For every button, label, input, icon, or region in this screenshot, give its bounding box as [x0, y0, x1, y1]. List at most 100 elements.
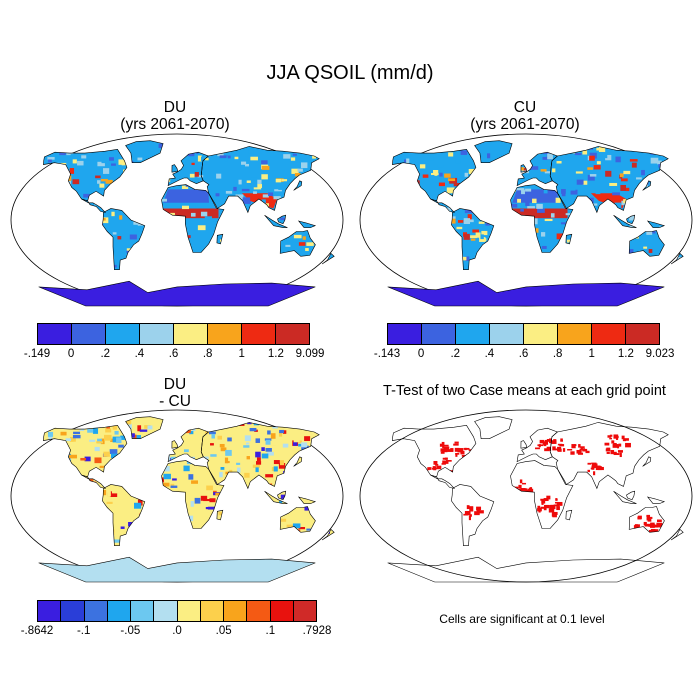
coastline-as [549, 422, 669, 490]
coastline-sa [451, 484, 495, 546]
coastline-bor [626, 214, 636, 225]
colorbar-swatch [208, 324, 242, 344]
colorbar-swatch [626, 324, 659, 344]
colorbar-tick-label: -.1 [76, 625, 91, 637]
coastline-ant [38, 280, 316, 307]
map-ttest [359, 409, 693, 583]
colorbar-swatch [154, 601, 178, 621]
colorbar-tick-label: -.149 [23, 348, 51, 360]
coastline-jp [642, 180, 652, 191]
colorbar-tick-label: 9.099 [295, 348, 325, 360]
coastline-sa [102, 208, 146, 270]
coastline-nz [670, 252, 684, 265]
colorbar-swatch [224, 601, 248, 621]
colorbar-tick-label: .2 [450, 348, 461, 360]
coastline-uk [171, 440, 179, 449]
colorbar-swatch [200, 601, 224, 621]
colorbar-swatch [247, 601, 271, 621]
colorbar-tick-label: 1 [588, 348, 595, 360]
coastline-ng [297, 496, 317, 504]
main-title: JJA QSOIL (mm/d) [266, 62, 434, 84]
coastline-af [161, 460, 225, 529]
coastline-mad [216, 509, 224, 521]
colorbar-swatch [456, 324, 490, 344]
colorbar-du [37, 323, 310, 345]
coastline-ng [646, 220, 666, 228]
colorbar-tick-label: .7928 [302, 625, 332, 637]
coastline-au [628, 230, 665, 257]
significance-note: Cells are significant at 0.1 level [439, 612, 605, 626]
coastline-jp [293, 456, 303, 467]
coastline-au [279, 230, 316, 257]
colorbar-tick-label: .05 [215, 625, 232, 637]
coastline-na [392, 424, 477, 478]
coastline-ca [430, 198, 456, 213]
colorbar-swatch [174, 324, 208, 344]
coastline-as [200, 146, 320, 214]
coastline-ca [81, 198, 107, 213]
coastline-ng [297, 220, 317, 228]
coastline-au [279, 506, 316, 533]
coastline-na [43, 424, 128, 478]
colorbar-swatch [524, 324, 558, 344]
colorbar-swatch [38, 324, 72, 344]
panel-title-du-line2: (yrs 2061-2070) [120, 116, 230, 133]
colorbar-swatch [140, 324, 174, 344]
panel-title-du: DU (yrs 2061-2070) [35, 99, 315, 133]
colorbar-tick-label: .4 [484, 348, 495, 360]
panel-title-diff: DU - CU [35, 376, 315, 410]
colorbar-tick-label: .6 [168, 348, 179, 360]
coastline-jp [642, 456, 652, 467]
coastline-sa [102, 484, 146, 546]
colorbar-tick-label: -.05 [120, 625, 141, 637]
colorbar-tick-label: .0 [172, 625, 182, 637]
colorbar-tick-label: -.8642 [20, 625, 54, 637]
map-diff [10, 409, 344, 583]
coastline-nz [321, 252, 335, 265]
coastline-jp [293, 180, 303, 191]
colorbar-tick-label: -.143 [373, 348, 401, 360]
colorbar-tick-label: 0 [67, 348, 75, 360]
panel-title-du-line1: DU [163, 99, 187, 116]
colorbar-swatch [592, 324, 626, 344]
panel-title-cu-line2: (yrs 2061-2070) [470, 116, 580, 133]
colorbar-swatch [107, 601, 131, 621]
coastline-ind [264, 214, 288, 228]
colorbar-swatch [72, 324, 106, 344]
colorbar-swatch [177, 601, 201, 621]
coastline-mad [216, 233, 224, 245]
colorbar-tick-label: .8 [552, 348, 563, 360]
coastline-gl [125, 140, 164, 164]
coastline-ant [387, 556, 665, 583]
coastline-af [510, 460, 574, 529]
colorbar-tick-label: 1.2 [267, 348, 284, 360]
colorbar-swatch [490, 324, 524, 344]
colorbar-tick-label: .8 [202, 348, 213, 360]
colorbar-tick-label: 1.2 [617, 348, 634, 360]
coastline-mad [565, 233, 573, 245]
coastline-na [43, 148, 128, 202]
coastline-sa [451, 208, 495, 270]
coastline-mad [565, 509, 573, 521]
colorbar-swatch [293, 601, 316, 621]
coastline-uk [171, 164, 179, 173]
coastline-uk [520, 440, 528, 449]
colorbar-tick-label: .6 [518, 348, 529, 360]
coastline-nz [321, 528, 335, 541]
panel-title-ttest: T-Test of two Case means at each grid po… [383, 383, 666, 399]
coastline-gl [474, 140, 513, 164]
colorbar-tick-label: .4 [134, 348, 145, 360]
coastline-af [161, 184, 225, 253]
colorbar-swatch [388, 324, 422, 344]
colorbar-swatch [558, 324, 592, 344]
coastline-as [549, 146, 669, 214]
colorbar-swatch [242, 324, 276, 344]
coastline-ind [613, 214, 637, 228]
colorbar-swatch [270, 601, 294, 621]
colorbar-swatch [38, 601, 62, 621]
coastline-uk [520, 164, 528, 173]
colorbar-swatch [422, 324, 456, 344]
panel-title-cu: CU (yrs 2061-2070) [385, 99, 665, 133]
colorbar-tick-label: 1 [238, 348, 245, 360]
coastline-ng [646, 496, 666, 504]
